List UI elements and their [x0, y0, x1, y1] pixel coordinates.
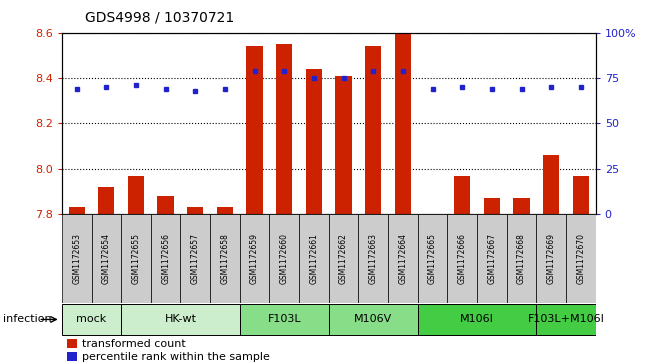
- Bar: [270, 214, 299, 303]
- Bar: [180, 214, 210, 303]
- Text: GSM1172663: GSM1172663: [368, 233, 378, 284]
- Text: F103L: F103L: [268, 314, 301, 325]
- Text: GSM1172661: GSM1172661: [309, 233, 318, 284]
- Text: M106V: M106V: [354, 314, 393, 325]
- Bar: [67, 339, 77, 348]
- Bar: [121, 304, 240, 335]
- Text: GSM1172653: GSM1172653: [72, 233, 81, 284]
- Bar: [187, 207, 204, 214]
- Text: mock: mock: [76, 314, 107, 325]
- Bar: [388, 214, 418, 303]
- Text: GSM1172658: GSM1172658: [221, 233, 229, 284]
- Bar: [335, 76, 352, 214]
- Text: percentile rank within the sample: percentile rank within the sample: [81, 352, 270, 362]
- Bar: [151, 214, 180, 303]
- Bar: [329, 304, 418, 335]
- Bar: [573, 176, 589, 214]
- Text: GSM1172664: GSM1172664: [398, 233, 408, 284]
- Text: transformed count: transformed count: [81, 339, 186, 349]
- Bar: [543, 155, 559, 214]
- Text: GSM1172656: GSM1172656: [161, 233, 170, 284]
- Text: GSM1172659: GSM1172659: [250, 233, 259, 284]
- Bar: [240, 214, 270, 303]
- Bar: [217, 207, 233, 214]
- Bar: [276, 44, 292, 214]
- Text: F103L+M106I: F103L+M106I: [527, 314, 604, 325]
- Text: GSM1172670: GSM1172670: [576, 233, 585, 284]
- Bar: [536, 304, 596, 335]
- Bar: [128, 176, 144, 214]
- Bar: [536, 214, 566, 303]
- Text: GDS4998 / 10370721: GDS4998 / 10370721: [85, 11, 234, 25]
- Bar: [158, 196, 174, 214]
- Text: GSM1172667: GSM1172667: [488, 233, 496, 284]
- Text: GSM1172660: GSM1172660: [280, 233, 289, 284]
- Bar: [67, 352, 77, 361]
- Bar: [514, 198, 530, 214]
- Text: GSM1172669: GSM1172669: [547, 233, 556, 284]
- Bar: [68, 207, 85, 214]
- Text: M106I: M106I: [460, 314, 494, 325]
- Text: GSM1172655: GSM1172655: [132, 233, 141, 284]
- Bar: [365, 46, 381, 214]
- Bar: [247, 46, 263, 214]
- Bar: [484, 198, 500, 214]
- Text: infection: infection: [3, 314, 52, 325]
- Bar: [424, 214, 441, 221]
- Bar: [454, 176, 471, 214]
- Text: GSM1172654: GSM1172654: [102, 233, 111, 284]
- Bar: [98, 187, 115, 214]
- Bar: [62, 304, 121, 335]
- Bar: [240, 304, 329, 335]
- Text: GSM1172666: GSM1172666: [458, 233, 467, 284]
- Text: GSM1172657: GSM1172657: [191, 233, 200, 284]
- Bar: [121, 214, 151, 303]
- Bar: [62, 214, 92, 303]
- Bar: [447, 214, 477, 303]
- Text: GSM1172668: GSM1172668: [517, 233, 526, 284]
- Bar: [418, 304, 536, 335]
- Bar: [210, 214, 240, 303]
- Bar: [299, 214, 329, 303]
- Bar: [395, 30, 411, 214]
- Bar: [92, 214, 121, 303]
- Bar: [477, 214, 506, 303]
- Bar: [566, 214, 596, 303]
- Text: GSM1172662: GSM1172662: [339, 233, 348, 284]
- Bar: [418, 214, 447, 303]
- Bar: [506, 214, 536, 303]
- Text: HK-wt: HK-wt: [165, 314, 197, 325]
- Bar: [359, 214, 388, 303]
- Text: GSM1172665: GSM1172665: [428, 233, 437, 284]
- Bar: [306, 69, 322, 214]
- Bar: [329, 214, 359, 303]
